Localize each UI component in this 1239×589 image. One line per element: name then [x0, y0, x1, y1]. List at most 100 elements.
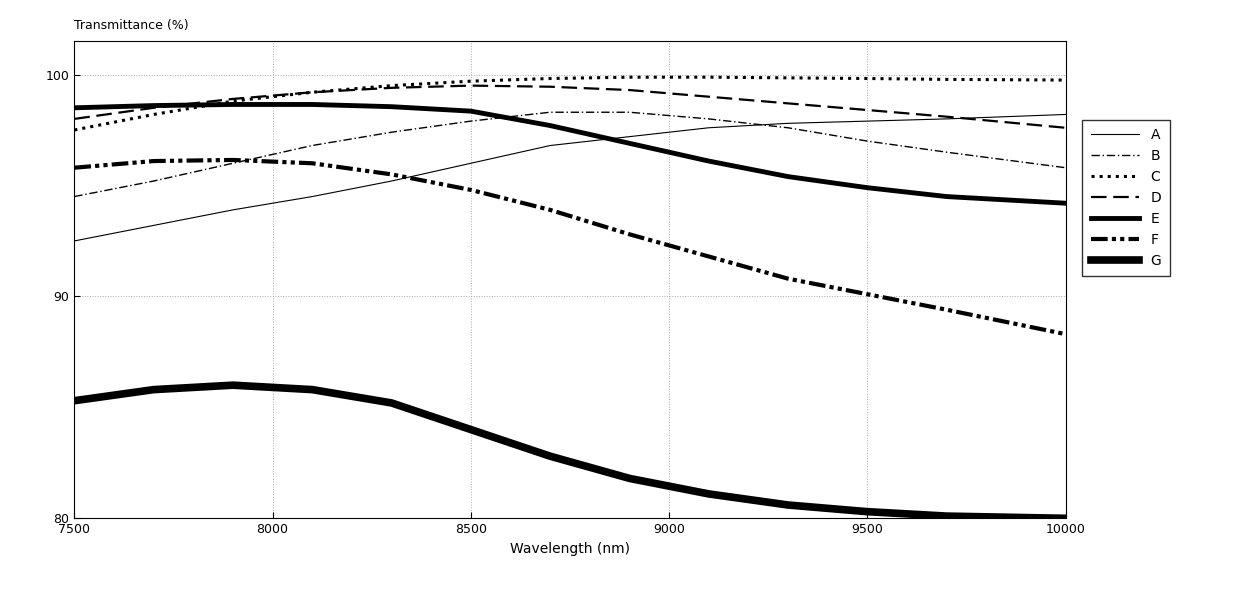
F	[1058, 330, 1073, 337]
G	[384, 399, 399, 406]
C	[860, 75, 875, 82]
C	[225, 98, 240, 105]
Legend: A, B, C, D, E, F, G: A, B, C, D, E, F, G	[1083, 120, 1170, 276]
E	[939, 193, 954, 200]
G	[622, 475, 637, 482]
F	[225, 157, 240, 164]
E	[225, 101, 240, 108]
F	[701, 253, 716, 260]
Line: B: B	[74, 112, 1066, 197]
G	[781, 501, 795, 508]
E	[463, 108, 478, 115]
A	[939, 115, 954, 123]
B	[225, 160, 240, 167]
C	[463, 78, 478, 85]
B	[305, 142, 320, 149]
B	[67, 193, 82, 200]
Line: A: A	[74, 114, 1066, 241]
A	[384, 177, 399, 184]
B	[384, 128, 399, 135]
Line: F: F	[74, 160, 1066, 334]
Line: E: E	[74, 104, 1066, 203]
C	[146, 111, 161, 118]
G	[939, 512, 954, 519]
F	[384, 171, 399, 178]
A	[543, 142, 558, 149]
C	[67, 127, 82, 134]
B	[463, 118, 478, 125]
D	[701, 93, 716, 100]
D	[543, 83, 558, 90]
A	[701, 124, 716, 131]
B	[543, 109, 558, 116]
E	[384, 103, 399, 110]
D	[622, 87, 637, 94]
F	[543, 206, 558, 213]
G	[463, 426, 478, 433]
E	[67, 104, 82, 111]
F	[781, 275, 795, 282]
E	[543, 122, 558, 129]
A	[67, 237, 82, 244]
F	[146, 157, 161, 164]
D	[384, 84, 399, 91]
C	[781, 74, 795, 81]
F	[860, 290, 875, 297]
B	[622, 109, 637, 116]
D	[781, 100, 795, 107]
A	[225, 206, 240, 213]
A	[781, 120, 795, 127]
G	[225, 382, 240, 389]
E	[781, 173, 795, 180]
D	[1058, 124, 1073, 131]
G	[543, 453, 558, 460]
B	[146, 177, 161, 184]
E	[1058, 200, 1073, 207]
D	[860, 107, 875, 114]
E	[146, 102, 161, 109]
B	[1058, 164, 1073, 171]
F	[939, 306, 954, 313]
E	[860, 184, 875, 191]
B	[701, 115, 716, 123]
A	[1058, 111, 1073, 118]
G	[1058, 515, 1073, 522]
E	[622, 140, 637, 147]
G	[701, 491, 716, 498]
X-axis label: Wavelength (nm): Wavelength (nm)	[510, 542, 629, 556]
F	[67, 164, 82, 171]
C	[1058, 77, 1073, 84]
A	[305, 193, 320, 200]
A	[463, 160, 478, 167]
F	[622, 231, 637, 238]
B	[860, 138, 875, 145]
G	[860, 508, 875, 515]
B	[939, 148, 954, 155]
G	[305, 386, 320, 393]
E	[305, 101, 320, 108]
Line: G: G	[74, 385, 1066, 518]
F	[305, 160, 320, 167]
C	[701, 74, 716, 81]
F	[463, 186, 478, 193]
Line: D: D	[74, 85, 1066, 128]
A	[622, 133, 637, 140]
D	[939, 113, 954, 120]
D	[146, 104, 161, 111]
C	[543, 75, 558, 82]
A	[860, 118, 875, 125]
D	[67, 115, 82, 123]
D	[305, 89, 320, 96]
B	[781, 124, 795, 131]
Text: Transmittance (%): Transmittance (%)	[74, 19, 190, 32]
Line: C: C	[74, 77, 1066, 130]
E	[701, 157, 716, 164]
A	[146, 222, 161, 229]
C	[305, 89, 320, 96]
C	[384, 82, 399, 89]
D	[225, 95, 240, 102]
G	[146, 386, 161, 393]
G	[67, 397, 82, 404]
C	[939, 76, 954, 83]
C	[622, 74, 637, 81]
